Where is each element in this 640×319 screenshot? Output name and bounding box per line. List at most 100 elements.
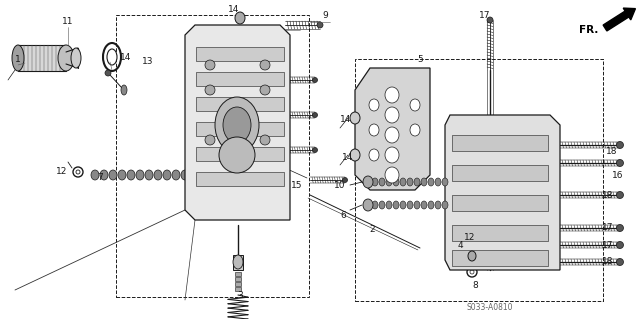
Ellipse shape xyxy=(190,170,198,180)
Ellipse shape xyxy=(342,177,348,182)
Ellipse shape xyxy=(428,201,434,209)
Ellipse shape xyxy=(616,258,623,265)
Text: 12: 12 xyxy=(464,234,476,242)
Ellipse shape xyxy=(233,255,243,269)
Bar xyxy=(196,147,284,161)
Ellipse shape xyxy=(379,178,385,186)
Text: S033-A0810: S033-A0810 xyxy=(467,303,513,313)
Ellipse shape xyxy=(435,178,441,186)
Ellipse shape xyxy=(100,170,108,180)
Ellipse shape xyxy=(410,124,420,136)
Polygon shape xyxy=(445,115,560,270)
Ellipse shape xyxy=(616,142,623,149)
Ellipse shape xyxy=(172,170,180,180)
Ellipse shape xyxy=(363,199,373,211)
Ellipse shape xyxy=(616,160,623,167)
Bar xyxy=(452,250,548,266)
Bar xyxy=(235,277,241,281)
Ellipse shape xyxy=(58,45,74,71)
Bar xyxy=(235,272,241,276)
Text: 11: 11 xyxy=(62,18,74,26)
Bar xyxy=(233,255,243,270)
Ellipse shape xyxy=(410,99,420,111)
Text: 14: 14 xyxy=(342,152,354,161)
Bar xyxy=(452,165,548,181)
Ellipse shape xyxy=(76,170,80,174)
Ellipse shape xyxy=(369,124,379,136)
Ellipse shape xyxy=(363,176,373,188)
Ellipse shape xyxy=(385,147,399,163)
Text: 16: 16 xyxy=(612,170,624,180)
Text: 17: 17 xyxy=(479,11,491,19)
Ellipse shape xyxy=(421,201,427,209)
Ellipse shape xyxy=(181,170,189,180)
Ellipse shape xyxy=(369,149,379,161)
Text: 18: 18 xyxy=(606,147,618,157)
Ellipse shape xyxy=(12,45,24,71)
Bar xyxy=(452,195,548,211)
Ellipse shape xyxy=(260,135,270,145)
Text: 4: 4 xyxy=(457,241,463,249)
Ellipse shape xyxy=(442,178,448,186)
Text: 6: 6 xyxy=(340,211,346,219)
Ellipse shape xyxy=(223,107,251,143)
Text: 9: 9 xyxy=(322,11,328,19)
Ellipse shape xyxy=(127,170,135,180)
Text: 18: 18 xyxy=(602,190,614,199)
Ellipse shape xyxy=(385,127,399,143)
Ellipse shape xyxy=(393,201,399,209)
Text: 14: 14 xyxy=(228,5,240,14)
Ellipse shape xyxy=(145,170,153,180)
Polygon shape xyxy=(185,25,290,220)
Ellipse shape xyxy=(468,251,476,261)
Ellipse shape xyxy=(154,170,162,180)
Ellipse shape xyxy=(616,191,623,198)
Ellipse shape xyxy=(105,70,111,76)
Ellipse shape xyxy=(235,12,245,24)
Ellipse shape xyxy=(312,113,317,117)
Bar xyxy=(452,225,548,241)
Bar xyxy=(235,287,241,291)
Text: 8: 8 xyxy=(472,280,478,290)
Text: 12: 12 xyxy=(56,167,68,176)
Text: 5: 5 xyxy=(417,56,423,64)
Bar xyxy=(18,45,66,71)
Text: 1: 1 xyxy=(15,56,21,64)
Ellipse shape xyxy=(215,97,259,153)
Ellipse shape xyxy=(260,60,270,70)
Ellipse shape xyxy=(393,178,399,186)
Bar xyxy=(116,15,309,297)
Bar xyxy=(235,282,241,286)
Ellipse shape xyxy=(616,225,623,232)
Bar xyxy=(452,135,548,151)
Ellipse shape xyxy=(91,170,99,180)
Ellipse shape xyxy=(71,48,81,68)
Ellipse shape xyxy=(385,167,399,183)
Bar xyxy=(355,59,603,301)
Ellipse shape xyxy=(205,60,215,70)
Ellipse shape xyxy=(260,85,270,95)
Ellipse shape xyxy=(385,107,399,123)
Ellipse shape xyxy=(136,170,144,180)
Ellipse shape xyxy=(121,85,127,95)
Ellipse shape xyxy=(163,170,171,180)
Ellipse shape xyxy=(350,112,360,124)
Text: 14: 14 xyxy=(120,53,132,62)
Ellipse shape xyxy=(205,135,215,145)
Bar xyxy=(196,122,284,136)
Ellipse shape xyxy=(400,178,406,186)
Ellipse shape xyxy=(428,178,434,186)
Text: FR.: FR. xyxy=(579,25,598,35)
Bar xyxy=(196,172,284,186)
Text: 2: 2 xyxy=(369,226,375,234)
Ellipse shape xyxy=(470,270,474,274)
Ellipse shape xyxy=(350,149,360,161)
Ellipse shape xyxy=(400,201,406,209)
Bar xyxy=(196,72,284,86)
Ellipse shape xyxy=(386,201,392,209)
Ellipse shape xyxy=(219,137,255,173)
Text: 17: 17 xyxy=(602,224,614,233)
Ellipse shape xyxy=(435,201,441,209)
Text: 17: 17 xyxy=(602,241,614,249)
Ellipse shape xyxy=(107,49,117,65)
